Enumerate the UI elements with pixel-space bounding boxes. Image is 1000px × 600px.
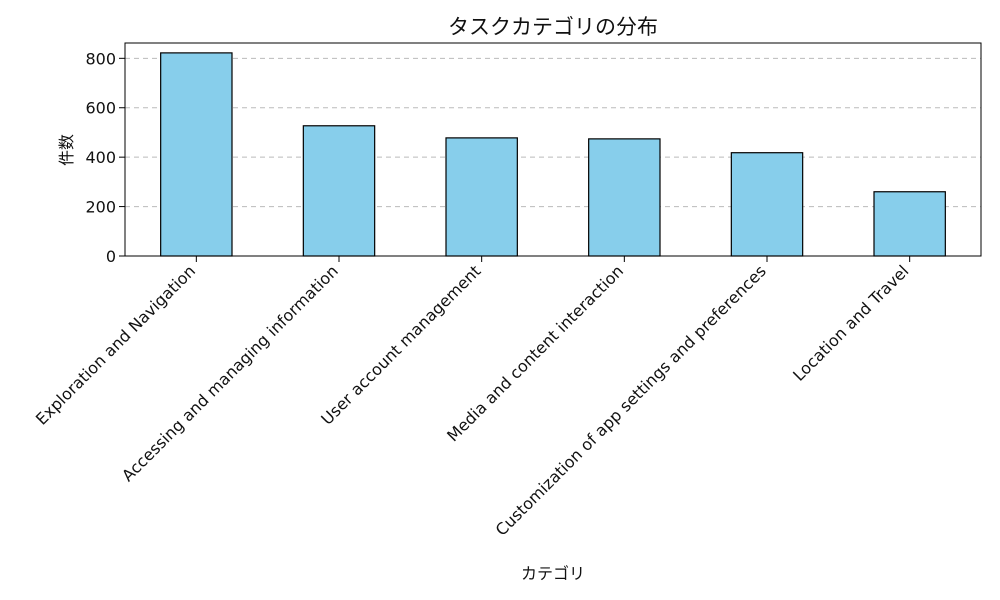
bar xyxy=(588,138,661,257)
y-tick-label: 600 xyxy=(85,99,116,118)
y-tick-label: 0 xyxy=(106,247,116,266)
y-axis: 0 200 400 600 800 xyxy=(85,49,125,266)
y-tick-label: 400 xyxy=(85,148,116,167)
bar xyxy=(302,125,376,257)
y-axis-title: 件数 xyxy=(57,134,76,166)
bar xyxy=(873,191,946,257)
x-tick-label: Location and Travel xyxy=(789,261,912,384)
chart-title: タスクカテゴリの分布 xyxy=(448,15,658,39)
y-tick-label: 800 xyxy=(85,49,116,68)
x-tick-label: Customization of app settings and prefer… xyxy=(492,261,770,539)
bar xyxy=(445,137,518,257)
x-tick-label: User account management xyxy=(317,261,484,428)
bar xyxy=(730,152,804,257)
plot-frame xyxy=(124,42,982,257)
bar xyxy=(160,52,233,257)
y-tick-label: 200 xyxy=(85,198,116,217)
bars xyxy=(160,52,946,257)
grid-lines xyxy=(125,57,981,208)
x-axis-title: カテゴリ xyxy=(521,564,585,583)
x-tick-label: Exploration and Navigation xyxy=(32,261,199,428)
